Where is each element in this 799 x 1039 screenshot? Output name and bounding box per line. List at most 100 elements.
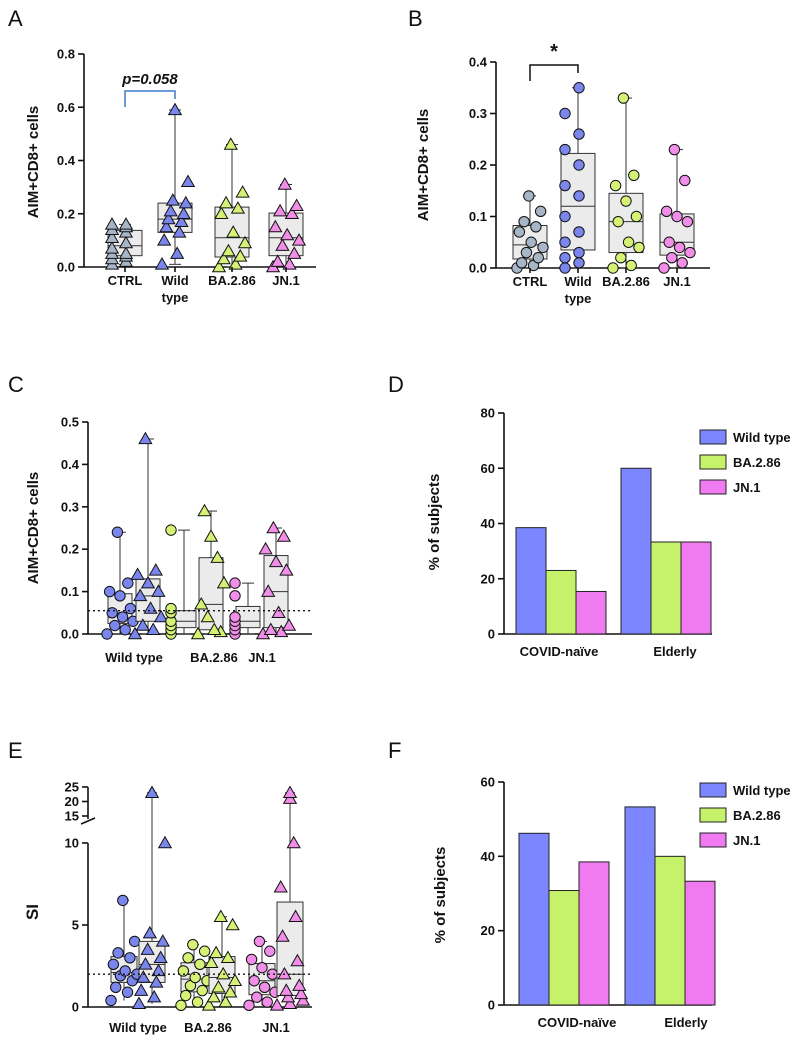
panel-B-jn1-point [663, 236, 675, 248]
panel-c-series-point [138, 431, 153, 445]
panel-c-series-point [200, 609, 215, 623]
panel-c-series-point [207, 622, 222, 635]
panel-c-y-tick-label: 0.2 [61, 542, 79, 557]
panel-e-series-point [288, 909, 303, 923]
panel-e-lower-y-tick-label: 5 [72, 918, 79, 933]
panel-e-series-point [264, 945, 276, 957]
panel-e-series-point [189, 971, 201, 984]
panel-A-wild-point [176, 206, 191, 219]
panel-B-ctrl-point [518, 215, 530, 228]
panel-e-series-point [149, 975, 164, 988]
panel-F-legend-label: Wild type [733, 783, 791, 798]
panel-B-y-tick-label: 0.0 [469, 261, 487, 276]
panel-F-bar-ba-2-86 [548, 890, 580, 1006]
panel-e-upper-y-tick-label: 20 [65, 794, 79, 809]
panel-B-wild-point [559, 252, 571, 264]
panel-D-legend-label: Wild type [733, 430, 791, 445]
panel-F-bar-wild-type [624, 806, 656, 1006]
panel-e-axis-break-mark [80, 817, 96, 825]
panel-c-series-point [281, 618, 297, 631]
panel-c-series-point [122, 577, 134, 589]
panel-B-ba286-point [609, 179, 622, 192]
panel-A-category-label: Wild [161, 273, 188, 288]
panel-A-category-label-line2: type [162, 290, 189, 305]
panel-c-series-point [197, 503, 212, 517]
panel-c-series-point [276, 529, 291, 542]
panel-e-series-point [211, 980, 226, 993]
panel-e-series-point [290, 953, 305, 967]
panel-A-significance-bracket [124, 90, 176, 107]
panel-A-jn1-point [270, 254, 285, 267]
panel-A-y-tick-label: 0.2 [57, 206, 75, 221]
panel-B-ctrl-point [523, 190, 535, 202]
panel-D-legend-swatch [699, 454, 727, 470]
panel-c-series-point [165, 524, 177, 536]
panel-label-b: B [408, 6, 423, 31]
panel-F-y-tick-label: 60 [481, 775, 495, 790]
panel-B-ba286-point [620, 195, 632, 207]
panel-B-wild-point [573, 226, 585, 238]
panel-A-ctrl-point [118, 246, 134, 259]
panel-f: F % of subjects 0 20 40 60 COVID-naïve Elderl… [388, 738, 791, 1030]
panel-B-category-label: Wild [564, 274, 591, 289]
panel-A-jn1-point [275, 238, 290, 251]
panel-A-jn1-point [268, 219, 283, 233]
panel-F-category-label: COVID-naïve [538, 1015, 617, 1030]
panel-c-series-point [263, 622, 278, 635]
panel-d: D % of subjects 0 20 40 60 80 COVID-naïve Elde… [388, 372, 791, 659]
panel-B-wild-point [573, 159, 585, 171]
panel-B-ctrl-point [525, 236, 537, 248]
panel-A-ctrl-point [118, 217, 134, 230]
panel-D-bar-wild-type [620, 467, 652, 635]
panel-D-y-tick-label: 20 [481, 571, 495, 586]
panel-A-ba286-point [214, 206, 229, 219]
panel-e-series-point [225, 917, 240, 931]
panel-B-wild-point [573, 190, 585, 202]
panel-c-series-point [210, 550, 225, 563]
panel-B-ba286-point [622, 236, 635, 248]
panel-e-series-point [282, 996, 298, 1009]
panel-B-ba286-point [628, 169, 640, 182]
panel-e-series-point [245, 953, 258, 966]
panel-e-series-point [177, 965, 190, 977]
panel-D-legend-label: JN.1 [733, 480, 760, 495]
panel-B-jn1-point [684, 246, 696, 259]
panel-B-ba286-point [612, 215, 624, 228]
panel-D-y-tick-label: 60 [481, 461, 495, 476]
panel-e-series-point [269, 998, 285, 1011]
panel-e-category-label: BA.2.86 [184, 1020, 232, 1035]
panel-c-series-point [203, 529, 219, 542]
panel-c-series-point [140, 575, 156, 589]
panel-c-y-tick-label: 0.3 [61, 499, 79, 514]
panel-A-y-tick-label: 0.8 [57, 47, 75, 62]
panel-e-series-point [112, 947, 124, 959]
panel-e-series-point [182, 952, 194, 964]
panel-e-series-point [110, 981, 122, 994]
panel-B-y-tick-label: 0.2 [469, 158, 487, 173]
panel-A-ba286-point [218, 195, 234, 209]
panel-e-series-point [180, 989, 192, 1002]
panel-c-series-point [148, 563, 163, 576]
panel-e-series-point [175, 999, 187, 1012]
panel-A-wild-point [167, 102, 183, 116]
panel-e-category-label: JN.1 [262, 1020, 289, 1035]
panel-A-jn1-point [289, 198, 304, 211]
panel-A-ba286-point [221, 243, 236, 257]
panel-D-y-tick-label: 80 [481, 406, 495, 421]
panel-A-ctrl-point [104, 217, 120, 230]
panel-c-y-tick-label: 0.0 [61, 627, 79, 642]
panel-c-series-point [229, 590, 241, 602]
panel-e-lower-y-tick-label: 0 [72, 1000, 79, 1015]
panel-A-wild-point [165, 193, 180, 206]
panel-A-ba286-point [228, 257, 243, 270]
panel-D-bar-jn-1 [575, 590, 607, 635]
panel-c-series-point [165, 602, 177, 615]
panel-B-ba286-point [617, 92, 630, 104]
panel-D-legend-swatch [699, 479, 727, 495]
panel-A-jn1-point [287, 246, 302, 259]
panel-B-jn1-point [679, 174, 691, 187]
panel-A-wild-point [161, 211, 176, 225]
panel-A-jn1-point [272, 203, 288, 217]
